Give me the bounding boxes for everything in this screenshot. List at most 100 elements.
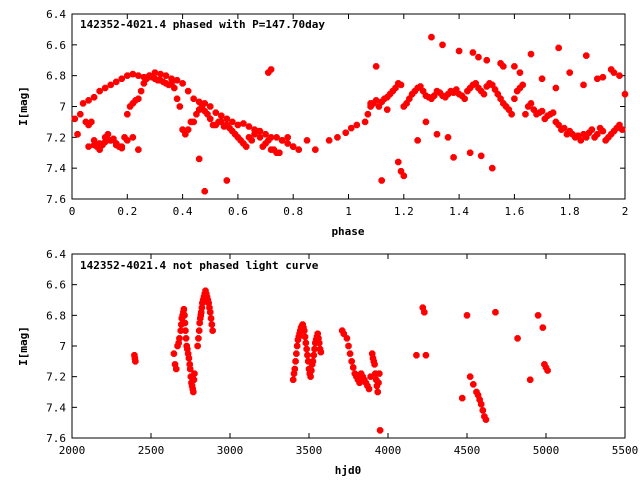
phased-data-point: [151, 69, 159, 76]
unphased-data-point: [492, 309, 499, 316]
phased-plot-frame: [71, 13, 626, 200]
unphased-data-point: [300, 327, 308, 334]
unphased-x-tick-label: 3500: [296, 444, 323, 457]
phased-data-point: [522, 110, 529, 118]
phased-data-point: [395, 158, 402, 166]
unphased-data-point: [185, 355, 193, 362]
phased-data-point: [201, 100, 208, 107]
unphased-data-point: [479, 407, 487, 414]
phased-data-point: [267, 66, 275, 73]
unphased-data-point: [181, 312, 188, 319]
phased-data-points: [71, 33, 629, 195]
phased-data-point: [162, 72, 170, 79]
phased-data-point: [414, 137, 421, 144]
phased-data-point: [555, 44, 562, 52]
unphased-data-point: [470, 381, 477, 388]
unphased-data-point: [413, 351, 420, 359]
unphased-data-point: [458, 394, 466, 402]
phased-data-point: [439, 41, 446, 49]
unphased-data-point: [317, 348, 325, 356]
phased-data-point: [262, 130, 269, 138]
phased-x-tick-label: 0.6: [228, 205, 248, 218]
phased-data-point: [538, 107, 546, 115]
phased-data-point: [129, 70, 137, 78]
unphased-data-point: [348, 358, 355, 365]
phased-data-point: [583, 52, 590, 59]
phased-y-axis-label: I[mag]: [17, 86, 30, 126]
unphased-data-point: [303, 345, 310, 353]
phased-data-point: [610, 69, 618, 76]
phased-data-point: [588, 126, 596, 133]
unphased-data-point: [316, 339, 323, 347]
phased-data-point: [240, 120, 247, 127]
phased-data-point: [599, 73, 607, 81]
unphased-data-point: [309, 358, 317, 365]
unphased-data-point: [293, 350, 300, 357]
phased-data-point: [516, 69, 524, 76]
phased-data-point: [511, 95, 518, 103]
unphased-x-tick-label: 5500: [612, 444, 639, 457]
unphased-data-point: [292, 358, 299, 365]
unphased-x-tick-label: 5000: [533, 444, 560, 457]
unphased-data-point: [374, 388, 381, 396]
phased-x-tick-label: 2: [622, 205, 629, 218]
phased-data-point: [85, 97, 92, 104]
unphased-data-point: [304, 351, 311, 359]
phased-x-tick-label: 1.8: [560, 205, 580, 218]
unphased-data-point: [195, 335, 202, 342]
phased-chart-title: 142352-4021.4 phased with P=147.70day: [80, 18, 325, 31]
unphased-data-point: [466, 373, 474, 380]
phased-data-point: [245, 123, 253, 130]
unphased-data-point: [544, 367, 551, 374]
phased-data-point: [195, 98, 203, 106]
phased-data-point: [157, 70, 164, 78]
phased-data-point: [372, 63, 380, 70]
unphased-data-point: [209, 327, 216, 334]
unphased-y-tick-label: 7.6: [46, 432, 66, 445]
unphased-y-tick-label: 7: [59, 340, 66, 353]
phased-data-point: [560, 124, 568, 132]
phased-data-point: [168, 75, 175, 83]
phased-data-point: [519, 81, 526, 89]
phased-data-point: [267, 134, 275, 141]
unphased-data-point: [376, 427, 384, 434]
phased-data-point: [348, 124, 355, 132]
phased-data-point: [378, 177, 385, 184]
phased-data-point: [140, 73, 148, 81]
phased-data-point: [137, 87, 145, 95]
phased-data-point: [527, 50, 535, 58]
unphased-data-point: [371, 361, 378, 368]
phased-data-point: [212, 109, 220, 116]
phased-data-point: [489, 164, 496, 172]
phased-data-point: [242, 143, 250, 150]
phased-data-point: [594, 130, 601, 138]
unphased-y-tick-label: 6.6: [46, 279, 66, 292]
phased-data-point: [538, 75, 546, 83]
unphased-data-point: [208, 321, 216, 328]
unphased-data-point: [539, 324, 547, 331]
phased-data-point: [483, 56, 491, 64]
unphased-x-tick-label: 2000: [59, 444, 86, 457]
unphased-data-point: [422, 351, 430, 359]
phased-data-point: [71, 115, 79, 123]
phased-data-point: [104, 130, 112, 138]
phased-data-point: [173, 77, 181, 84]
phased-data-point: [278, 137, 286, 144]
unphased-data-point: [291, 365, 299, 373]
phased-data-point: [171, 84, 178, 92]
phased-data-point: [428, 33, 435, 41]
phased-x-tick-label: 0.2: [117, 205, 137, 218]
unphased-data-points: [131, 287, 551, 434]
unphased-data-point: [301, 333, 309, 341]
phased-data-point: [201, 188, 208, 195]
phased-data-point: [466, 149, 474, 157]
unphased-x-tick-label: 3000: [217, 444, 244, 457]
phased-data-point: [90, 93, 98, 101]
phased-data-point: [577, 137, 585, 144]
phased-data-point: [372, 97, 380, 104]
phased-data-point: [176, 103, 184, 110]
phased-y-tick-label: 7.2: [46, 131, 66, 144]
unphased-data-point: [307, 373, 314, 380]
phased-y-tick-label: 7.4: [46, 162, 66, 175]
phased-data-point: [599, 127, 607, 135]
